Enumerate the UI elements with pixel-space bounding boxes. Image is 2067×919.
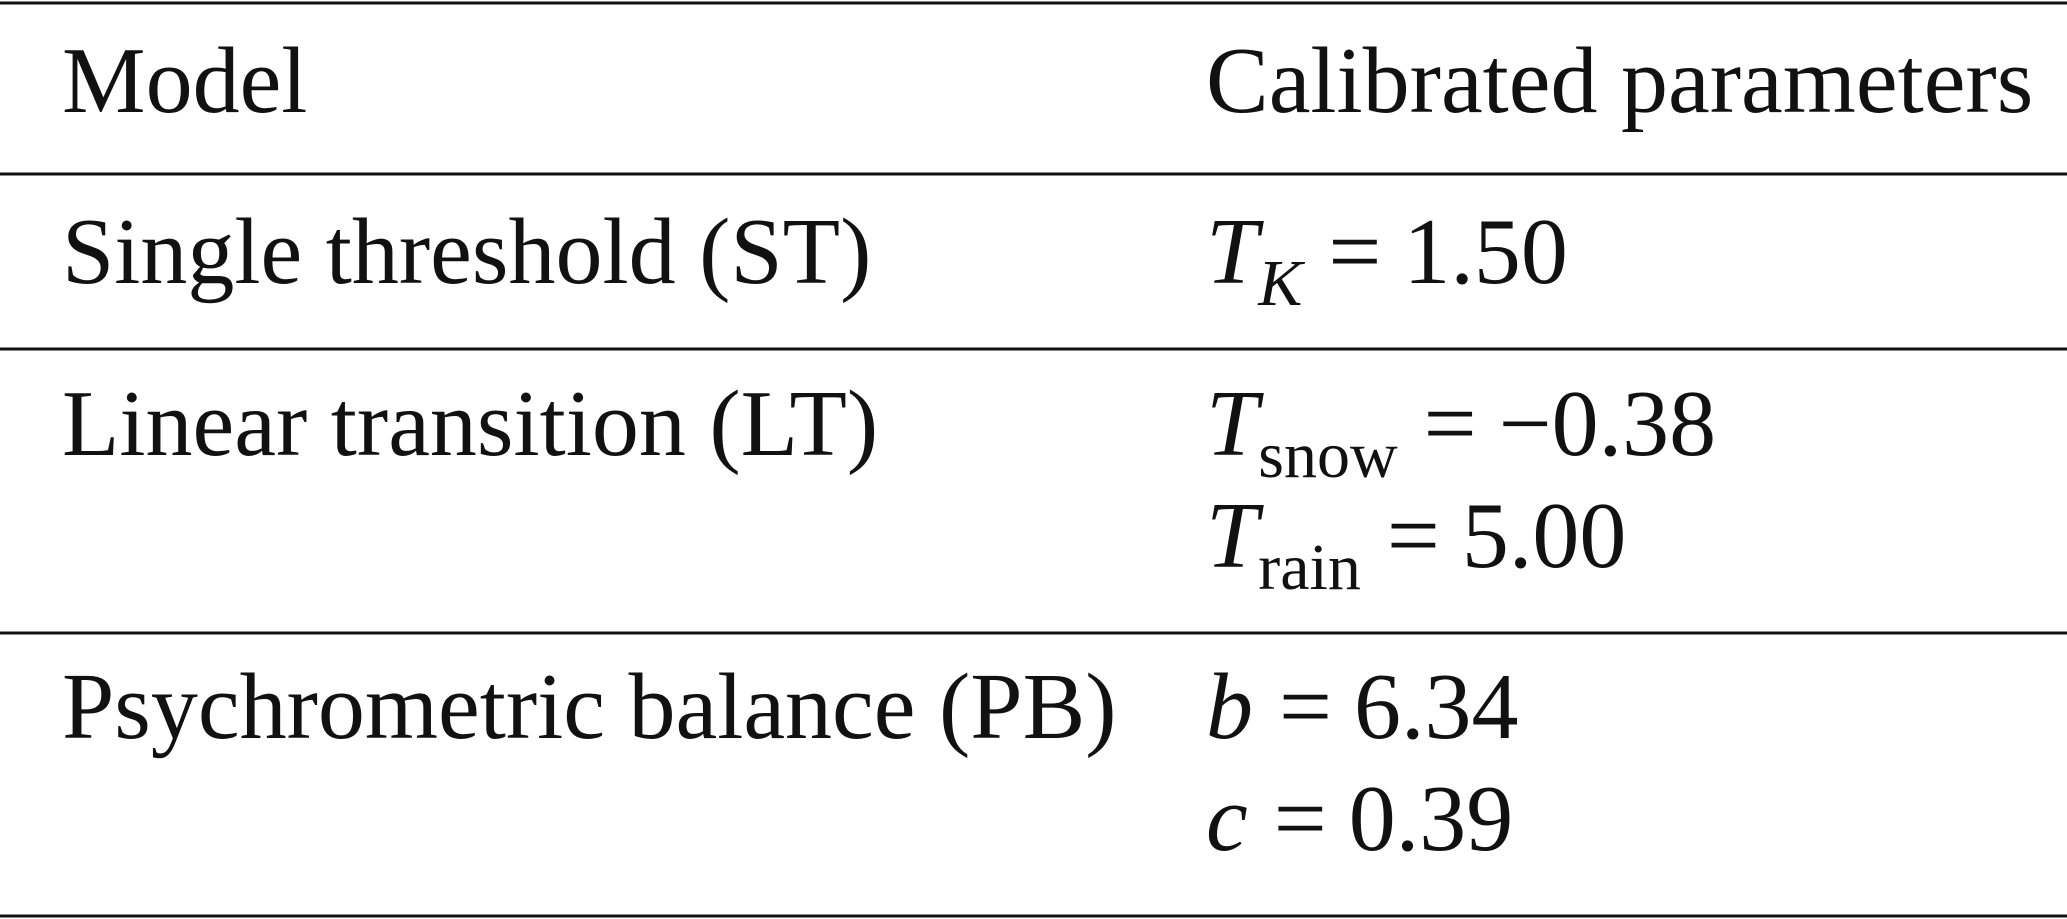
relation: = [1328,200,1381,304]
symbol: T [1206,484,1264,588]
value: 0.39 [1349,767,1514,871]
parameter: c = 0.39 [1206,767,1513,871]
relation: = [1424,372,1477,476]
model-cell: Psychrometric balance (PB) [62,655,1117,759]
relation: = [1274,767,1327,871]
header-cell: Calibrated parameters [1206,29,2033,133]
symbol: T [1206,372,1264,476]
value: 1.50 [1403,200,1568,304]
header-cell: Model [62,29,307,133]
subscript: snow [1258,419,1398,492]
value: 6.34 [1354,655,1519,759]
parameter: Train = 5.00 [1206,484,1626,604]
relation: = [1387,484,1440,588]
symbol: T [1206,200,1264,304]
model-cell: Linear transition (LT) [62,372,878,476]
value: −0.38 [1499,372,1717,476]
relation: = [1279,655,1332,759]
symbol: c [1206,767,1248,871]
parameter: Tsnow = −0.38 [1206,372,1716,492]
subscript: K [1257,247,1305,320]
parameter: TK = 1.50 [1206,200,1568,320]
symbol: b [1206,655,1253,759]
parameter: b = 6.34 [1206,655,1519,759]
value: 5.00 [1462,484,1627,588]
subscript: rain [1258,531,1361,604]
model-cell: Single threshold (ST) [62,200,871,304]
